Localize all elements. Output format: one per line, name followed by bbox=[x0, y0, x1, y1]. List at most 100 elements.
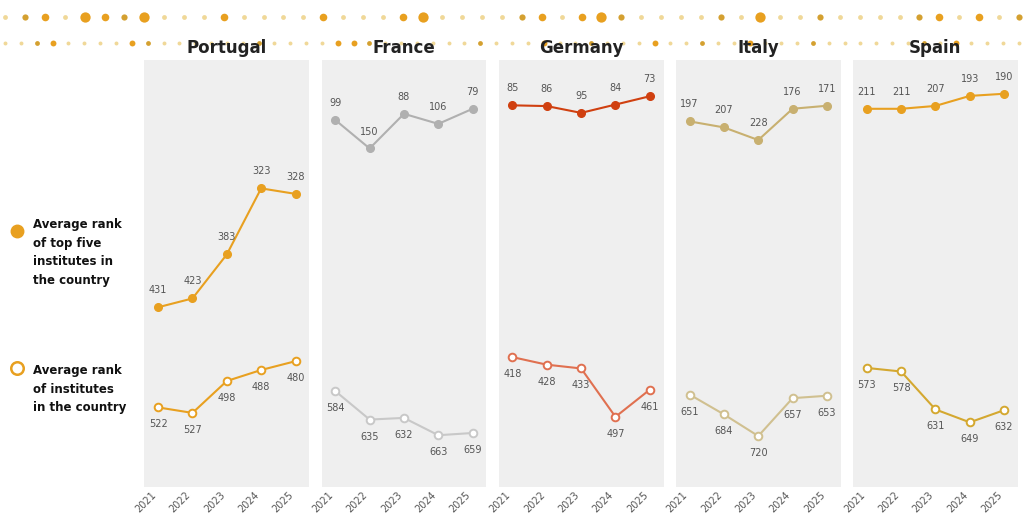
Point bbox=[377, 39, 393, 48]
Point bbox=[947, 39, 964, 48]
Point bbox=[915, 39, 932, 48]
Point bbox=[812, 13, 828, 21]
Point bbox=[971, 13, 987, 21]
Point bbox=[931, 13, 947, 21]
Text: 663: 663 bbox=[429, 447, 447, 457]
Point bbox=[440, 39, 457, 48]
Text: 323: 323 bbox=[252, 167, 270, 177]
Point bbox=[536, 39, 552, 48]
Text: 418: 418 bbox=[503, 369, 521, 379]
Point bbox=[298, 39, 314, 48]
Point bbox=[713, 13, 729, 21]
Point bbox=[236, 13, 252, 21]
Point bbox=[394, 13, 411, 21]
Text: 428: 428 bbox=[538, 377, 556, 387]
Text: 73: 73 bbox=[644, 74, 656, 84]
Text: 584: 584 bbox=[326, 403, 344, 413]
Text: 171: 171 bbox=[818, 84, 837, 94]
Point bbox=[176, 13, 193, 21]
Point bbox=[613, 13, 630, 21]
Title: Germany: Germany bbox=[539, 39, 624, 57]
Point bbox=[614, 39, 631, 48]
Point bbox=[772, 13, 788, 21]
Point bbox=[275, 13, 292, 21]
Point bbox=[266, 39, 283, 48]
Text: 383: 383 bbox=[218, 233, 236, 243]
Text: 211: 211 bbox=[892, 87, 910, 97]
Point bbox=[583, 39, 599, 48]
Text: 79: 79 bbox=[467, 87, 479, 97]
Text: 684: 684 bbox=[715, 427, 733, 436]
Point bbox=[884, 39, 900, 48]
Text: 431: 431 bbox=[148, 285, 167, 296]
Point bbox=[250, 39, 266, 48]
Point bbox=[96, 13, 113, 21]
Text: 527: 527 bbox=[183, 425, 202, 435]
Point bbox=[633, 13, 649, 21]
Point bbox=[494, 13, 510, 21]
Point bbox=[44, 39, 60, 48]
Point bbox=[116, 13, 132, 21]
Text: 631: 631 bbox=[927, 421, 944, 431]
Point bbox=[831, 13, 848, 21]
Point bbox=[196, 13, 212, 21]
Point bbox=[663, 39, 679, 48]
Point bbox=[710, 39, 726, 48]
Point bbox=[139, 39, 156, 48]
Point bbox=[951, 13, 968, 21]
Text: 193: 193 bbox=[961, 74, 979, 84]
Point bbox=[472, 39, 488, 48]
Point bbox=[425, 39, 441, 48]
Point bbox=[136, 13, 153, 21]
Point bbox=[313, 39, 330, 48]
Text: 106: 106 bbox=[429, 102, 447, 112]
Point bbox=[457, 39, 473, 48]
Text: 207: 207 bbox=[715, 105, 733, 115]
Point bbox=[820, 39, 837, 48]
Point bbox=[315, 13, 332, 21]
Point bbox=[16, 13, 33, 21]
Point bbox=[330, 39, 346, 48]
Point bbox=[234, 39, 251, 48]
Point bbox=[504, 39, 520, 48]
Point bbox=[871, 13, 888, 21]
Point bbox=[788, 39, 805, 48]
Point bbox=[964, 39, 980, 48]
Text: 632: 632 bbox=[995, 422, 1014, 432]
Text: 228: 228 bbox=[749, 118, 768, 128]
Text: 85: 85 bbox=[506, 83, 518, 93]
Point bbox=[361, 39, 378, 48]
Point bbox=[156, 39, 172, 48]
Text: 88: 88 bbox=[398, 92, 410, 102]
Point bbox=[335, 13, 351, 21]
Point bbox=[77, 13, 93, 21]
Point bbox=[646, 39, 663, 48]
Point bbox=[76, 39, 92, 48]
Point bbox=[837, 39, 853, 48]
Point bbox=[415, 13, 431, 21]
Text: 720: 720 bbox=[749, 448, 768, 458]
Point bbox=[573, 13, 590, 21]
Point bbox=[409, 39, 425, 48]
Point bbox=[1011, 13, 1024, 21]
Text: 84: 84 bbox=[609, 83, 622, 93]
Point bbox=[694, 39, 711, 48]
Point bbox=[868, 39, 885, 48]
Point bbox=[995, 39, 1012, 48]
Point bbox=[393, 39, 410, 48]
Point bbox=[12, 39, 29, 48]
Point bbox=[593, 13, 609, 21]
Title: Portugal: Portugal bbox=[186, 39, 267, 57]
Text: 632: 632 bbox=[394, 430, 414, 440]
Point bbox=[732, 13, 749, 21]
Point bbox=[741, 39, 758, 48]
Point bbox=[514, 13, 530, 21]
Point bbox=[726, 39, 742, 48]
Text: 498: 498 bbox=[218, 393, 236, 403]
Point bbox=[631, 39, 647, 48]
Text: 211: 211 bbox=[857, 87, 876, 97]
Text: 433: 433 bbox=[572, 380, 590, 390]
Text: 99: 99 bbox=[329, 98, 341, 108]
Point bbox=[852, 39, 868, 48]
Text: 578: 578 bbox=[892, 384, 910, 394]
